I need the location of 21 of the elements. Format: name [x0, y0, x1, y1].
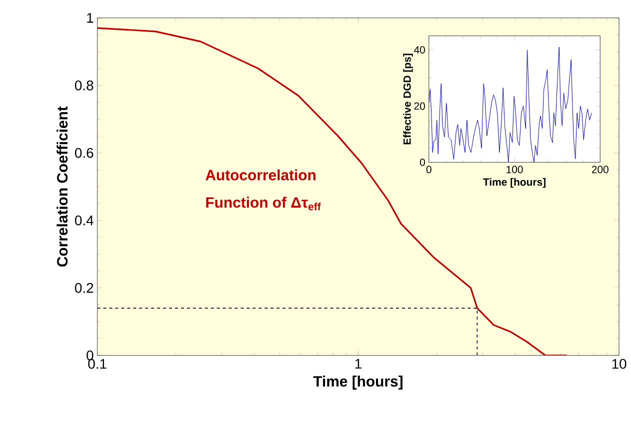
x-axis-title: Time [hours] — [483, 178, 546, 188]
x-tick-label: 200 — [592, 166, 608, 174]
y-tick-label: 1 — [87, 13, 94, 23]
x-tick-label: 0 — [426, 166, 432, 174]
x-tick-label: 10 — [612, 358, 626, 369]
x-axis-title: Time [hours] — [313, 376, 402, 390]
y-axis-title: Correlation Coefficient — [56, 106, 68, 266]
y-tick-label: 20 — [414, 102, 425, 110]
y-tick-label: 0.4 — [75, 215, 94, 226]
line-series — [428, 46, 592, 162]
y-tick-label: 0.6 — [75, 148, 94, 158]
x-tick-label: 0.1 — [88, 358, 106, 369]
x-tick-label: 100 — [506, 166, 523, 174]
annotation: Function of Δτ$_{eff}$ — [206, 196, 321, 210]
y-tick-label: 0.2 — [75, 282, 94, 293]
y-tick-label: 0.8 — [75, 80, 94, 90]
annotation: Autocorrelation — [206, 169, 316, 180]
y-axis-title: Effective DGD [ps] — [403, 54, 413, 144]
y-tick-label: 0 — [420, 158, 425, 166]
y-tick-label: 40 — [414, 46, 425, 54]
x-tick-label: 1 — [355, 358, 362, 368]
